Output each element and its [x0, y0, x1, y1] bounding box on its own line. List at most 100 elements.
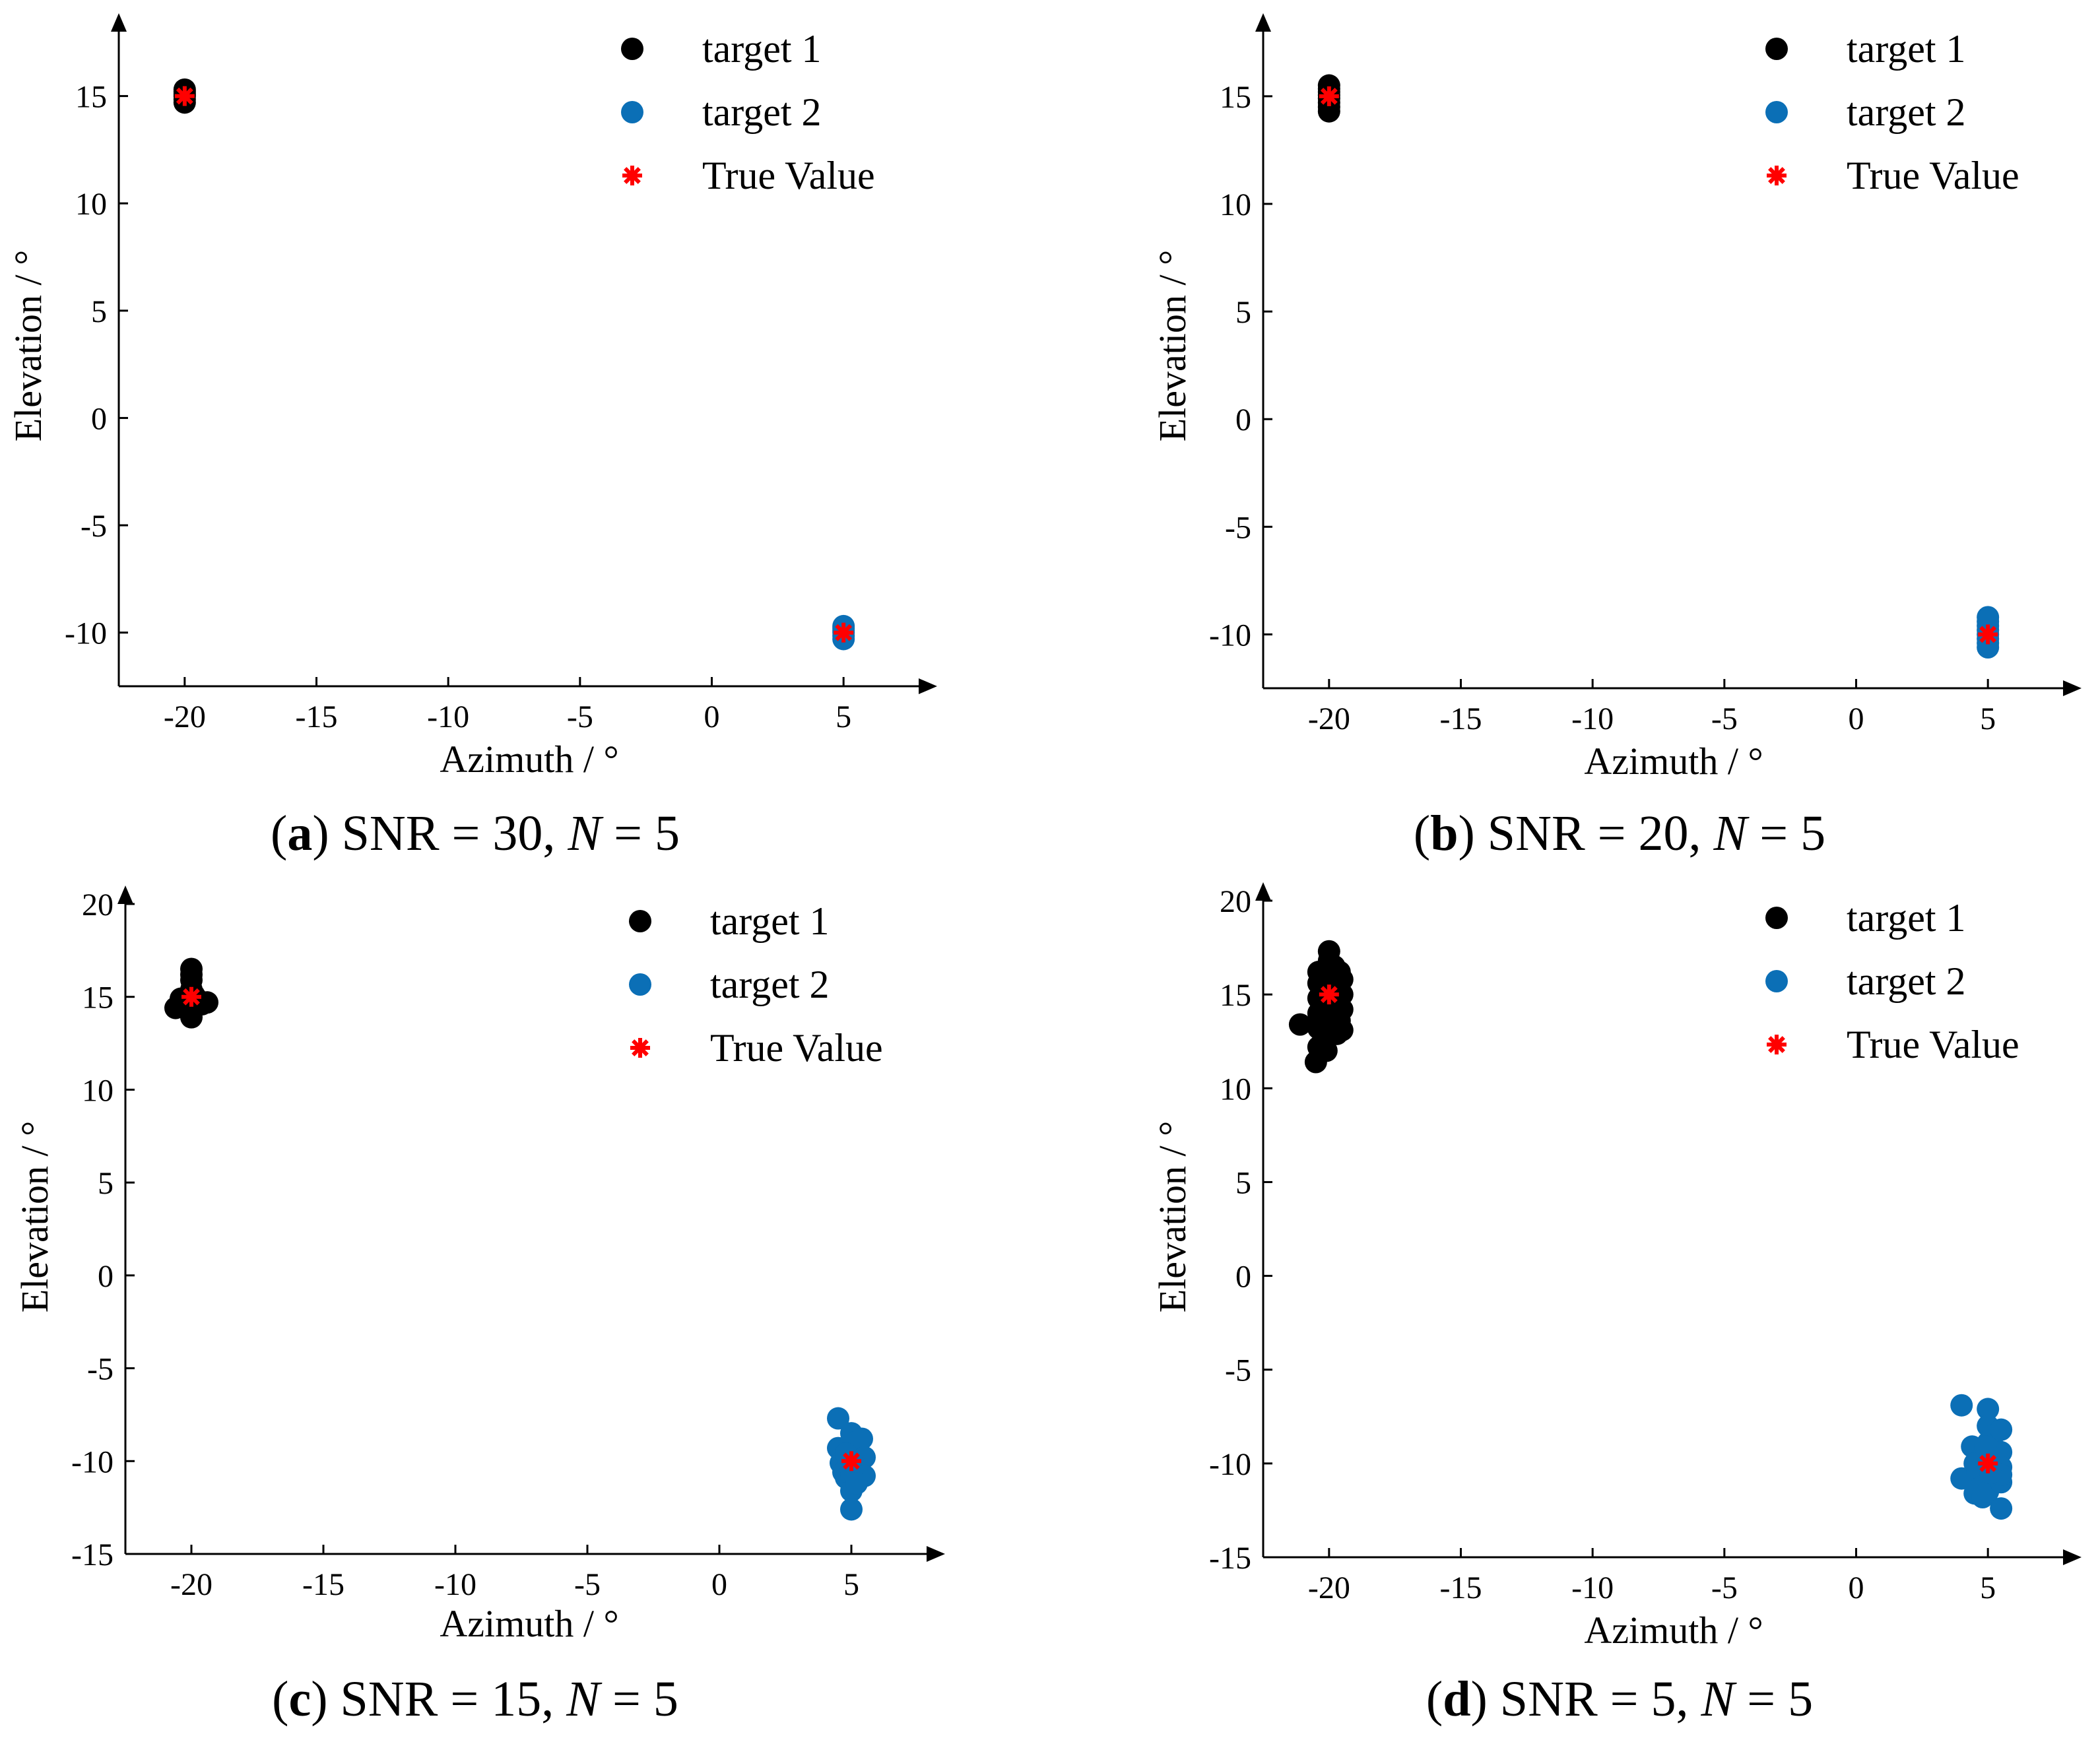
panel-d-y-tick-label: 15	[1220, 978, 1251, 1013]
panel-d-ylabel: Elevation / °	[1151, 1121, 1194, 1313]
panel-d-target2-point	[1990, 1497, 2013, 1520]
panel-d-x-tick-label: -15	[1440, 1570, 1482, 1605]
panel-a-ylabel: Elevation / °	[7, 250, 49, 442]
panel-c-n: 5	[653, 1671, 678, 1727]
panel-d-true-value-marker	[1978, 1453, 1998, 1473]
panel-c-legend-marker	[629, 910, 651, 932]
panel-b-x-tick-label: -15	[1440, 701, 1482, 736]
panel-c-true-value-marker	[181, 986, 201, 1007]
panel-a-plot: -20 -15 -10 -5 0 5 -10 -5 0 5 10 15 target 1 target 2…	[65, 13, 937, 734]
panel-b-legend-true-value-marker	[1767, 166, 1787, 185]
panel-b-y-tick-label: -10	[1209, 618, 1251, 653]
panel-d-target1-point	[1288, 1013, 1311, 1036]
panel-b-true-value-marker	[1978, 624, 1998, 645]
panel-d-letter: d	[1443, 1671, 1470, 1727]
panel-c-y-tick-label: -5	[87, 1352, 114, 1387]
panel-a-x-tick-label: -5	[567, 699, 593, 734]
panel-b-letter: b	[1430, 806, 1458, 861]
panel-b-y-tick-label: 15	[1220, 80, 1251, 115]
panel-b-y-tick-label: -5	[1225, 510, 1251, 545]
panel-c-letter: c	[288, 1671, 311, 1727]
panel-a-true-value-marker	[834, 622, 854, 643]
panel-b-xlabel: Azimuth / °	[1584, 740, 1763, 783]
panel-c-true-value-marker	[841, 1451, 861, 1471]
panel-c-target2-point	[827, 1407, 849, 1430]
panel-a-y-tick-label: 15	[75, 80, 107, 115]
panel-d-target2-point	[1950, 1394, 1973, 1417]
panel-b-legend-marker	[1765, 38, 1788, 60]
panel-b-ylabel: Elevation / °	[1151, 250, 1194, 442]
panel-a-x-tick-label: 0	[704, 699, 720, 734]
panel-b-target2-point	[1977, 606, 2000, 629]
panel-c-y-tick-label: 0	[98, 1259, 114, 1294]
panel-d-legend: target 1 target 2 True Value	[1765, 896, 2019, 1066]
panel-b-caption: (b) SNR = 20, N = 5	[1414, 806, 1825, 861]
panel-b-snr: 20	[1639, 806, 1689, 861]
panel-d-target2-point	[1977, 1398, 2000, 1421]
panel-d-target1-point	[1330, 1019, 1354, 1042]
panel-c-xlabel: Azimuth / °	[440, 1602, 618, 1645]
panel-a: -20 -15 -10 -5 0 5 -10 -5 0 5 10 15 target 1 target 2…	[7, 13, 937, 861]
panel-b-y-tick-label: 0	[1235, 403, 1251, 437]
panel-a-y-tick-label: 5	[91, 294, 107, 329]
panel-b: -20 -15 -10 -5 0 5 -10 -5 0 5 10 15 target 1 target 2…	[1151, 13, 2082, 861]
panel-d-x-tick-label: -5	[1711, 1570, 1738, 1605]
panel-d-snr: 5	[1651, 1671, 1676, 1727]
panel-a-legend-label: target 1	[702, 27, 822, 71]
panel-a-legend-true-value-marker	[622, 166, 642, 185]
panel-c-x-tick-label: 0	[711, 1567, 727, 1602]
panel-a-legend-marker	[621, 38, 643, 60]
panel-b-legend-marker	[1765, 101, 1788, 123]
panel-a-y-tick-label: 10	[75, 187, 107, 222]
panel-c-caption: (c) SNR = 15, N = 5	[272, 1671, 678, 1727]
panel-b-plot: -20 -15 -10 -5 0 5 -10 -5 0 5 10 15 target 1 target 2…	[1209, 13, 2082, 736]
panel-c-target2-point	[845, 1472, 868, 1495]
panel-d-legend-marker	[1765, 907, 1788, 929]
panel-d-x-axis-arrow	[2063, 1549, 2082, 1565]
panel-d-target1-point	[1312, 964, 1335, 987]
panel-d-true-value-marker	[1319, 984, 1339, 1005]
panel-c-legend-label: target 1	[710, 899, 830, 943]
panel-b-x-tick-label: 0	[1849, 701, 1864, 736]
panel-c-y-tick-label: 10	[82, 1073, 114, 1108]
panel-d-y-tick-label: -5	[1225, 1353, 1251, 1388]
panel-d-caption: (d) SNR = 5, N = 5	[1426, 1671, 1813, 1727]
panel-a-legend-label: True Value	[702, 154, 875, 197]
panel-c-y-tick-label: 5	[98, 1166, 114, 1201]
panel-a-n: 5	[655, 806, 680, 861]
panel-c-y-axis-arrow	[117, 886, 133, 904]
panel-b-legend: target 1 target 2 True Value	[1765, 27, 2019, 197]
panel-d-xlabel: Azimuth / °	[1584, 1609, 1763, 1652]
panel-d-y-tick-label: 20	[1220, 884, 1251, 919]
panel-a-true-value-marker	[174, 86, 195, 106]
panel-c-x-tick-label: -10	[434, 1567, 476, 1602]
panel-b-legend-label: True Value	[1847, 154, 2019, 197]
panel-c-target1-point	[180, 963, 203, 986]
panel-c-y-tick-label: -10	[71, 1444, 114, 1479]
panel-c-ylabel: Elevation / °	[13, 1121, 56, 1313]
panel-a-legend: target 1 target 2 True Value	[621, 27, 875, 197]
panel-c-x-axis-arrow	[927, 1546, 945, 1562]
panel-d-n: 5	[1788, 1671, 1813, 1727]
panel-b-y-tick-label: 5	[1235, 295, 1251, 330]
panel-a-xlabel: Azimuth / °	[440, 738, 618, 781]
panel-d-target2-point	[1974, 1435, 1997, 1458]
panel-c-legend-marker	[629, 973, 651, 996]
panel-c-legend: target 1 target 2 True Value	[629, 899, 883, 1070]
panel-b-y-tick-label: 10	[1220, 187, 1251, 222]
panel-d-target2-point	[1990, 1418, 2013, 1441]
panel-b-true-value-marker	[1319, 86, 1339, 106]
panel-c-y-tick-label: 20	[82, 887, 114, 922]
panel-a-legend-label: target 2	[702, 90, 822, 134]
panel-d-target1-point	[1315, 1039, 1338, 1062]
panel-c-target2-point	[840, 1498, 863, 1521]
panel-d-y-tick-label: -15	[1209, 1541, 1251, 1576]
panel-c-x-tick-label: -15	[302, 1567, 345, 1602]
panel-b-x-tick-label: -5	[1711, 701, 1738, 736]
panel-d-x-tick-label: -10	[1571, 1570, 1614, 1605]
panel-a-y-tick-label: -5	[81, 509, 107, 544]
panel-d-x-tick-label: -20	[1308, 1570, 1350, 1605]
panel-d-x-tick-label: 5	[1980, 1570, 1996, 1605]
